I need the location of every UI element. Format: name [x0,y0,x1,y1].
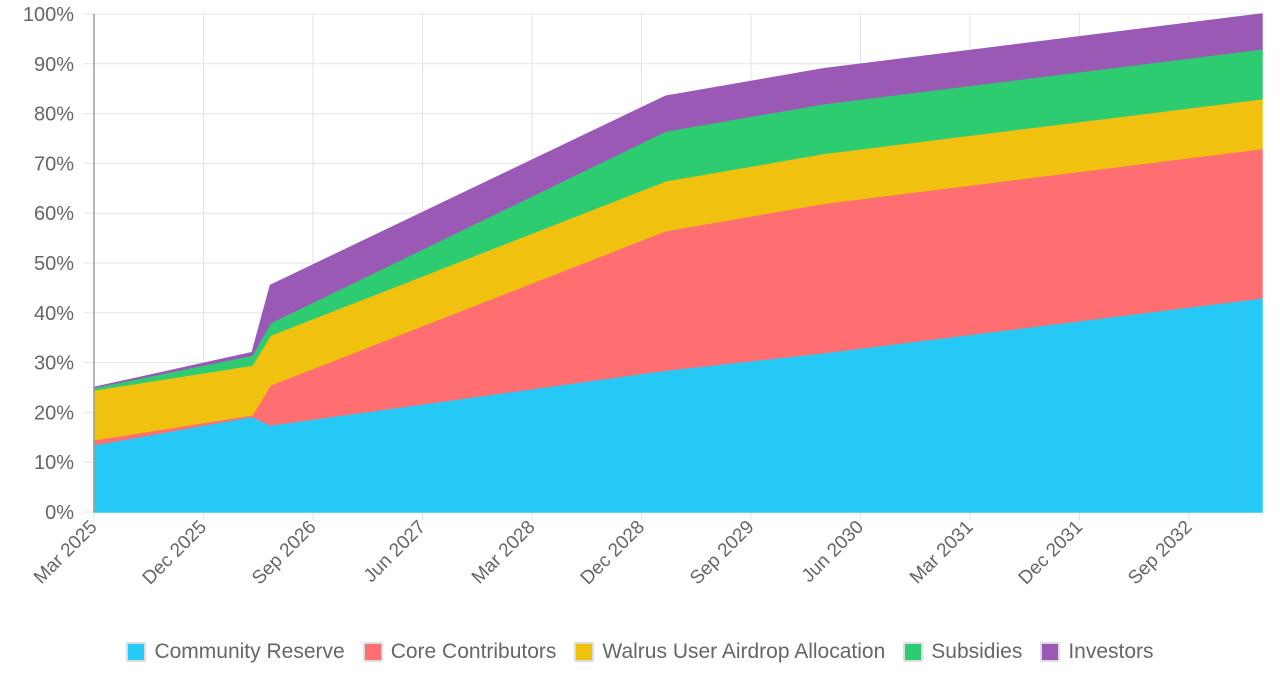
x-tick-label: Jun 2030 [798,517,868,587]
y-tick-label: 0% [45,502,74,524]
x-tick-label: Jun 2027 [360,517,430,587]
x-tick-label: Dec 2025 [139,517,211,589]
legend-label: Core Contributors [390,640,557,663]
legend-label: Investors [1068,640,1154,663]
legend-swatch [903,642,924,662]
x-tick-label: Mar 2031 [906,517,978,589]
legend: Community Reserve Core Contributors Walrus… [0,640,1280,664]
legend-item[interactable]: Core Contributors [362,640,557,664]
legend-label: Subsidies [931,640,1023,663]
legend-item[interactable]: Investors [1040,640,1154,664]
area-investors[interactable] [93,13,1263,389]
y-tick-label: 10% [34,452,74,474]
y-tick-label: 30% [34,353,74,375]
y-tick-label: 20% [34,402,74,424]
x-axis-ticks: Mar 2025 Dec 2025 Sep 2026 Jun 2027 Mar 2028… [30,517,1197,589]
legend-label: Community Reserve [154,640,345,663]
legend-item[interactable]: Community Reserve [126,640,345,664]
x-tick-label: Mar 2025 [30,517,102,589]
legend-item[interactable]: Walrus User Airdrop Allocation [574,640,885,664]
y-axis-ticks: 0% 10% 20% 30% 40% 50% 60% 70% 80% 90% 100% [23,4,74,524]
x-tick-label: Dec 2028 [577,517,649,589]
y-tick-label: 90% [34,54,74,76]
legend-swatch [574,642,595,662]
y-tick-label: 80% [34,104,74,126]
x-tick-label: Mar 2028 [468,517,540,589]
y-tick-label: 70% [34,153,74,175]
x-tick-label: Sep 2029 [686,517,758,589]
x-tick-label: Sep 2026 [248,517,320,589]
y-tick-label: 40% [34,303,74,325]
legend-swatch [362,642,383,662]
legend-label: Walrus User Airdrop Allocation [602,640,886,663]
legend-swatch [1040,642,1061,662]
legend-item[interactable]: Subsidies [903,640,1022,664]
x-tick-label: Sep 2032 [1124,517,1196,589]
y-tick-label: 50% [34,253,74,275]
stacked-area-chart: 0% 10% 20% 30% 40% 50% 60% 70% 80% 90% 100% Mar 20… [23,4,1263,589]
legend-swatch [126,642,147,662]
series-areas [93,13,1263,513]
x-tick-label: Dec 2031 [1015,517,1087,589]
y-tick-label: 60% [34,203,74,225]
y-tick-label: 100% [23,4,74,26]
